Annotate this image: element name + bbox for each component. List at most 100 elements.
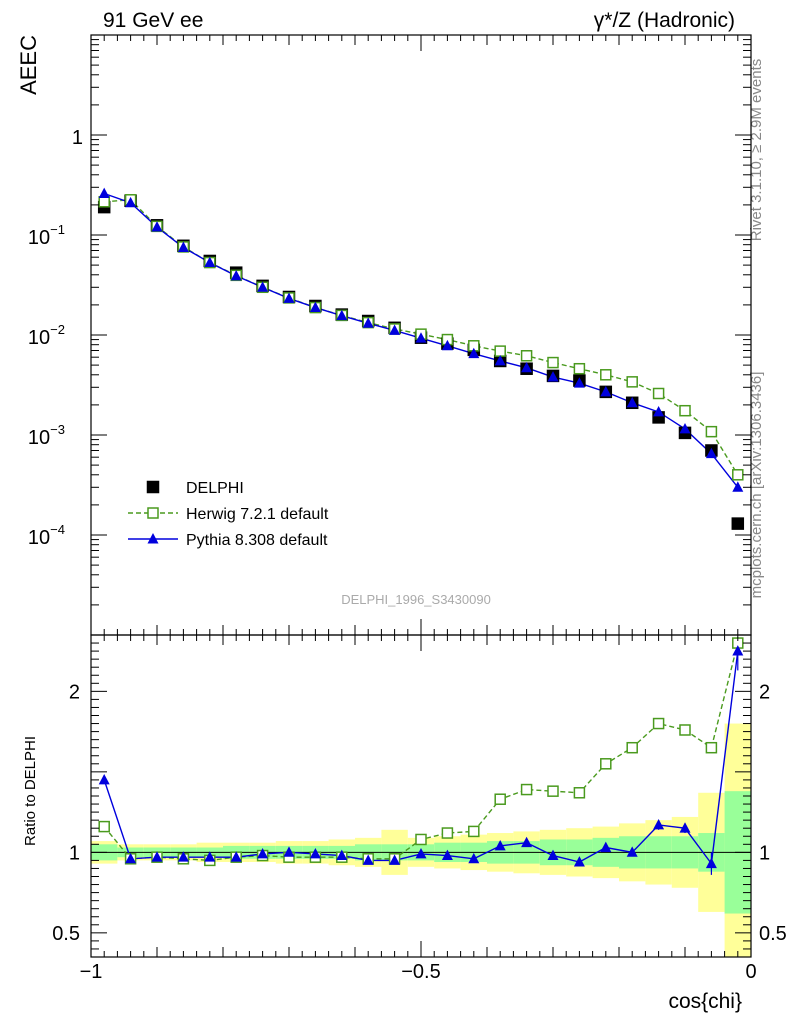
y-tick-label: 1 — [72, 127, 83, 149]
x-tick-label: −0.5 — [401, 961, 440, 983]
process-label: γ*/Z (Hadronic) — [594, 9, 735, 32]
mcplots-label: mcplots.cern.ch [arXiv:1306.3436] — [748, 372, 765, 599]
pythia-ratio-point — [600, 841, 612, 852]
pythia-ratio-point — [494, 839, 506, 851]
legend-marker-herwig — [147, 507, 159, 519]
ratio-y-tick-label-right: 1 — [759, 842, 770, 864]
y-tick-label: 10−2 — [28, 322, 65, 349]
herwig-point — [652, 387, 665, 400]
analysis-watermark: DELPHI_1996_S3430090 — [341, 592, 491, 607]
pythia-point — [705, 447, 717, 459]
ratio-y-tick-label: 0.5 — [52, 923, 80, 945]
pythia-ratio-point — [125, 852, 137, 864]
pythia-point — [309, 301, 321, 313]
pythia-ratio-point — [547, 849, 559, 861]
herwig-ratio-point — [468, 825, 480, 838]
herwig-ratio-point — [573, 787, 586, 799]
pythia-ratio-point — [653, 819, 665, 830]
herwig-ratio-point — [547, 785, 559, 797]
pythia-ratio-point — [177, 851, 189, 862]
herwig-ratio-point — [520, 783, 533, 796]
pythia-ratio-point — [521, 836, 533, 848]
herwig-point — [98, 196, 110, 208]
pythia-point — [732, 481, 744, 492]
herwig-point — [573, 362, 586, 375]
pythia-ratio-point — [230, 851, 242, 862]
herwig-ratio-point — [626, 741, 638, 754]
pythia-ratio-point — [705, 857, 717, 869]
pythia-point — [362, 317, 374, 328]
legend-label-delphi: DELPHI — [186, 480, 244, 497]
pythia-point — [653, 406, 665, 417]
pythia-ratio-point — [732, 645, 744, 656]
pythia-ratio-point — [204, 851, 216, 862]
herwig-ratio-point — [441, 827, 454, 839]
herwig-point — [494, 345, 506, 357]
pythia-ratio-point — [415, 848, 427, 859]
ratio-y-tick-label-right: 0.5 — [759, 923, 786, 945]
pythia-ratio-point — [257, 848, 269, 859]
legend-label-herwig: Herwig 7.2.1 default — [186, 506, 329, 523]
pythia-point — [468, 347, 480, 359]
pythia-ratio-point — [283, 846, 295, 857]
pythia-point — [494, 355, 506, 366]
ratio-plot-series — [98, 637, 744, 875]
legend-marker-delphi — [146, 480, 160, 494]
legend-marker-pythia — [147, 533, 159, 544]
pythia-ratio-point — [679, 822, 691, 833]
pythia-point — [230, 269, 242, 281]
pythia-point — [98, 187, 110, 198]
pythia-ratio-point — [336, 849, 348, 861]
pythia-point — [679, 422, 691, 434]
main-plot-series — [97, 187, 745, 530]
legend: DELPHI Herwig 7.2.1 default Pythia 8.308… — [128, 480, 329, 549]
pythia-point — [626, 396, 638, 408]
ratio-y-axis-label: Ratio to DELPHI — [22, 736, 39, 846]
herwig-ratio-point — [494, 793, 506, 805]
pythia-point — [177, 241, 189, 252]
rivet-label: Rivet 3.1.10, ≥ 2.9M events — [748, 59, 765, 242]
legend-entry-delphi: DELPHI — [146, 480, 244, 497]
pythia-ratio-point — [626, 846, 638, 857]
pythia-ratio-point — [389, 854, 401, 865]
pythia-point — [151, 221, 163, 232]
y-tick-label-exponent: −1 — [50, 222, 65, 237]
axis-ticks — [90, 35, 752, 957]
x-axis-label: cos{chi} — [668, 990, 742, 1013]
y-tick-label-exponent: −3 — [50, 422, 65, 437]
energy-label: 91 GeV ee — [103, 9, 203, 32]
pythia-ratio-point — [441, 849, 453, 861]
herwig-point — [732, 469, 744, 481]
herwig-ratio-point — [679, 724, 691, 736]
pythia-point — [389, 324, 401, 335]
pythia-ratio-point — [151, 851, 163, 862]
pythia-point — [600, 385, 612, 397]
x-tick-label: −1 — [80, 961, 103, 983]
ratio-y-tick-label: 2 — [69, 681, 80, 703]
herwig-ratio-point — [600, 758, 612, 770]
pythia-point — [257, 281, 269, 292]
y-axis-label: AEEC — [16, 35, 41, 95]
pythia-ratio-point — [468, 852, 480, 864]
herwig-point — [520, 350, 533, 362]
herwig-ratio-point — [652, 717, 665, 730]
herwig-ratio-point — [415, 833, 427, 846]
pythia-point — [415, 332, 427, 343]
pythia-point — [336, 309, 348, 321]
pythia-point — [283, 292, 295, 303]
x-tick-label: 0 — [745, 961, 756, 983]
herwig-ratio-point — [98, 820, 110, 833]
herwig-point — [547, 356, 559, 369]
pythia-point — [521, 361, 533, 373]
ratio-y-tick-label-right: 2 — [759, 681, 770, 703]
legend-entry-herwig: Herwig 7.2.1 default — [128, 506, 329, 523]
pythia-point — [204, 256, 216, 268]
herwig-ratio-point — [705, 741, 718, 754]
y-tick-label-exponent: −2 — [50, 322, 65, 337]
ratio-frame — [90, 634, 752, 958]
ratio-y-tick-label: 1 — [69, 842, 80, 864]
delphi-point — [731, 517, 745, 530]
herwig-point — [705, 425, 718, 438]
pythia-ratio-point — [98, 773, 110, 785]
